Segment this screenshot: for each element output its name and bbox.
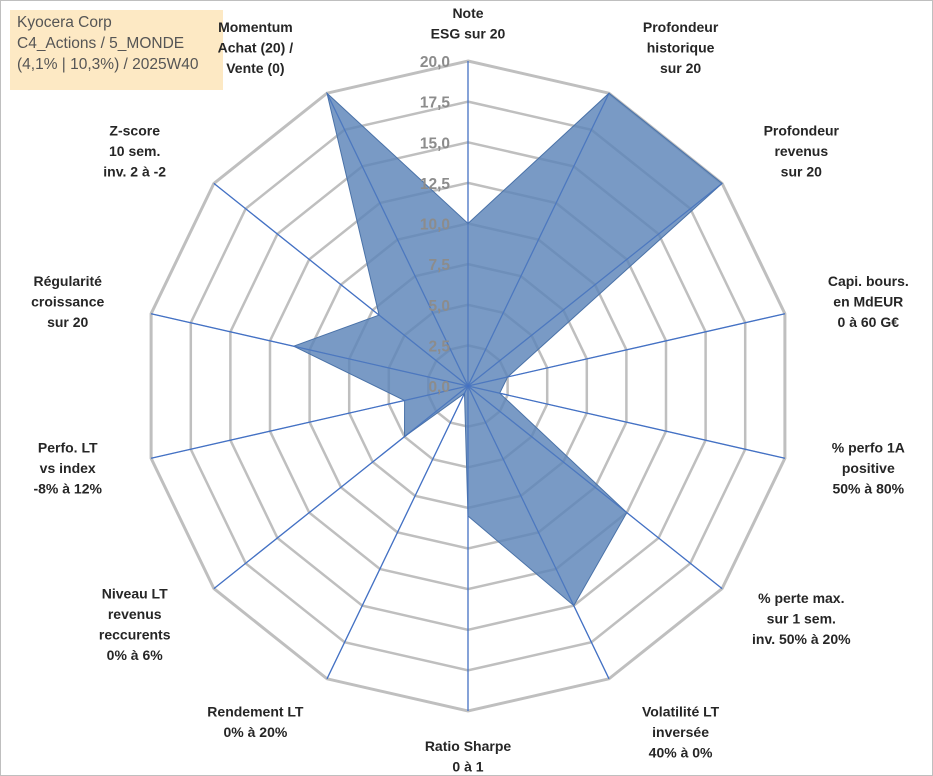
axis-spoke-overlay <box>326 92 469 387</box>
axis-label-line: Rendement LT <box>207 704 304 720</box>
axis-spoke-overlay <box>326 385 469 680</box>
axis-label-line: 0 à 60 G€ <box>838 314 900 330</box>
axis-label: Perfo. LT vs index -8% à 12% <box>33 440 102 497</box>
axis-label-line: % perfo 1A <box>832 440 905 456</box>
axis-label-line: croissance <box>31 293 104 309</box>
axis-label-line: sur 20 <box>47 314 88 330</box>
axis-label-line: % perte max. <box>758 590 844 606</box>
axis-label-line: 10 sem. <box>109 143 160 159</box>
tick-label: 20,0 <box>420 54 450 71</box>
axis-spoke-overlay <box>150 385 469 459</box>
tick-label: 7,5 <box>428 257 450 274</box>
axis-label: Volatilité LT inversée 40% à 0% <box>642 704 720 761</box>
axis-label-line: inv. 50% à 20% <box>752 631 851 647</box>
axis-label-line: Régularité <box>33 273 102 289</box>
axis-label-line: Profondeur <box>764 123 840 139</box>
axis-label-line: ESG sur 20 <box>431 26 506 42</box>
axis-label-line: Niveau LT <box>102 585 168 601</box>
axis-label: Régularité croissance sur 20 <box>31 273 104 330</box>
axis-label-line: sur 20 <box>781 164 822 180</box>
axis-spoke-overlay <box>467 183 723 387</box>
axis-label: Note ESG sur 20 <box>431 5 506 42</box>
radar-series <box>150 61 786 711</box>
axis-label-line: positive <box>842 460 895 476</box>
tick-label: 5,0 <box>428 298 450 315</box>
tick-label: 10,0 <box>420 217 450 234</box>
info-period: (4,1% | 10,3%) / 2025W40 <box>17 56 199 73</box>
axis-label-line: Momentum <box>218 19 293 35</box>
tick-label: 0,0 <box>428 379 450 396</box>
tick-label: 2,5 <box>428 338 450 355</box>
axis-label-line: 40% à 0% <box>649 745 713 761</box>
axis-label-line: reccurents <box>99 626 171 642</box>
axis-label-line: sur 1 sem. <box>767 610 836 626</box>
axis-label-line: 0% à 20% <box>223 724 287 740</box>
tick-label: 12,5 <box>420 176 451 193</box>
series-area <box>292 91 723 607</box>
axis-spoke-overlay <box>213 385 469 589</box>
axis-label-line: Note <box>452 5 483 21</box>
axis-label: % perfo 1A positive 50% à 80% <box>832 440 905 497</box>
axis-label: Rendement LT 0% à 20% <box>207 704 304 741</box>
tick-label: 17,5 <box>420 95 451 112</box>
axis-spoke-overlay <box>467 385 723 589</box>
radar-tick-labels: 0,0 2,5 5,0 7,5 10,0 12,5 15,0 17,5 20,0 <box>420 54 451 396</box>
axis-label-line: revenus <box>108 606 162 622</box>
axis-label-line: sur 20 <box>660 60 701 76</box>
axis-label-line: -8% à 12% <box>33 481 102 497</box>
info-category: C4_Actions / 5_MONDE <box>17 35 185 52</box>
axis-label-line: Perfo. LT <box>38 440 98 456</box>
axis-label: Ratio Sharpe 0 à 1 <box>425 738 512 775</box>
axis-label: Profondeur historique sur 20 <box>643 19 719 76</box>
axis-label-line: inv. 2 à -2 <box>103 164 166 180</box>
axis-label-line: Ratio Sharpe <box>425 738 512 754</box>
axis-label-line: vs index <box>40 460 96 476</box>
axis-label-line: Achat (20) / <box>218 39 294 55</box>
axis-label-line: revenus <box>774 143 828 159</box>
axis-label-line: 0% à 6% <box>107 647 164 663</box>
axis-label-line: Z-score <box>109 123 160 139</box>
axis-label-line: historique <box>647 39 715 55</box>
axis-label: Capi. bours. en MdEUR 0 à 60 G€ <box>828 273 909 330</box>
axis-label: Niveau LT revenus reccurents 0% à 6% <box>99 585 171 663</box>
tick-label: 15,0 <box>420 135 450 152</box>
axis-label-line: Capi. bours. <box>828 273 909 289</box>
axis-spoke-overlay <box>467 385 786 459</box>
axis-label-line: en MdEUR <box>833 293 903 309</box>
axis-label-line: inversée <box>652 724 709 740</box>
axis-label: Z-score 10 sem. inv. 2 à -2 <box>103 123 166 180</box>
axis-spoke-overlay <box>467 313 786 387</box>
radar-axis-labels: Note ESG sur 20 Profondeur historique sur 20… <box>31 5 909 775</box>
axis-label: Profondeur revenus sur 20 <box>764 123 840 180</box>
axis-label-line: Profondeur <box>643 19 719 35</box>
axis-label: % perte max. sur 1 sem. inv. 50% à 20% <box>752 590 851 647</box>
axis-spoke-overlay <box>467 92 610 387</box>
info-company: Kyocera Corp <box>17 14 112 31</box>
axis-label-line: 0 à 1 <box>452 759 483 775</box>
info-box: Kyocera Corp C4_Actions / 5_MONDE (4,1% … <box>10 10 223 90</box>
axis-label: Momentum Achat (20) / Vente (0) <box>218 19 294 76</box>
axis-label-line: Vente (0) <box>226 60 284 76</box>
axis-label-line: 50% à 80% <box>832 481 904 497</box>
axis-spoke-overlay <box>467 385 610 680</box>
axis-label-line: Volatilité LT <box>642 704 720 720</box>
axis-spoke-overlay <box>150 313 469 387</box>
axis-spoke-overlay <box>213 183 469 387</box>
